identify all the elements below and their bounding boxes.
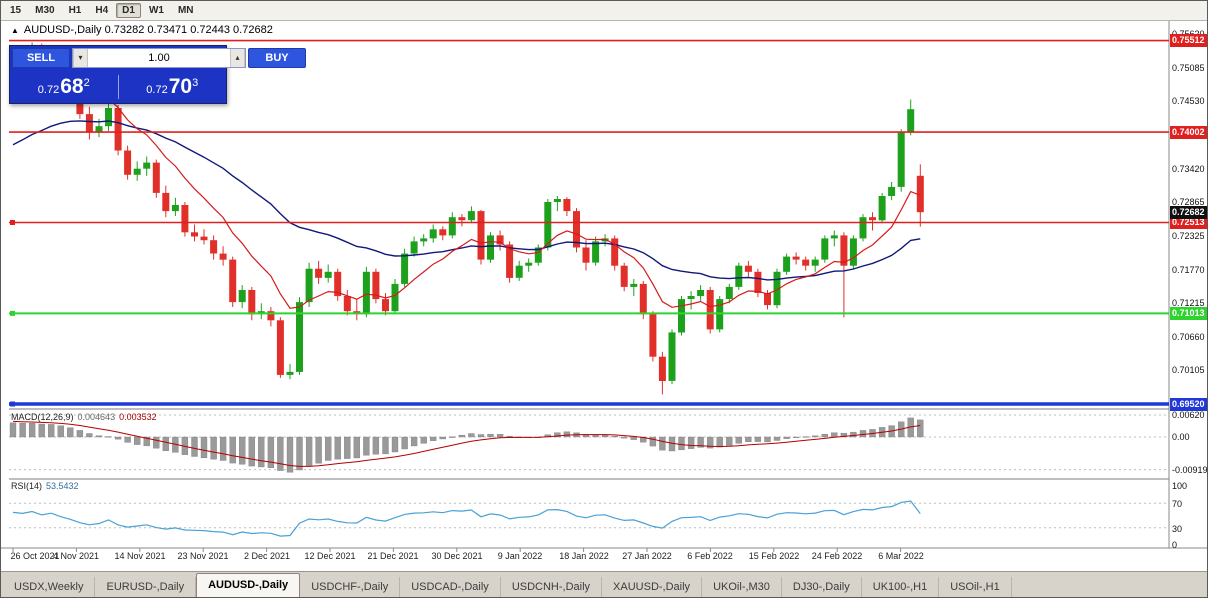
tab-usdchf-daily[interactable]: USDCHF-,Daily	[300, 577, 401, 597]
date-label: 14 Nov 2021	[114, 551, 166, 561]
one-click-panel-toggle-icon[interactable]: ▲	[11, 26, 19, 35]
tab-ukoil-m30[interactable]: UKOil-,M30	[702, 577, 782, 597]
current-price-badge: 0.72682	[1170, 205, 1207, 219]
rsi-scale-tick: 70	[1172, 499, 1183, 509]
volume-input[interactable]	[88, 49, 230, 67]
date-label: 30 Dec 2021	[431, 551, 483, 561]
macd-label: MACD(12,26,9) 0.004643 0.003532	[11, 412, 157, 422]
date-label: 12 Dec 2021	[304, 551, 356, 561]
buy-price-big: 70	[168, 74, 193, 98]
price-scale-tick: 0.72325	[1172, 230, 1205, 241]
tab-dj30-daily[interactable]: DJ30-,Daily	[782, 577, 862, 597]
buy-price[interactable]: 0.72703	[119, 75, 227, 99]
chart-tab-bar: USDX,Weekly EURUSD-,Daily AUDUSD-,Daily USD…	[1, 571, 1207, 597]
macd-scale-tick: -0.00919	[1172, 465, 1208, 475]
date-label: 6 Mar 2022	[878, 551, 924, 561]
price-line-badge: 0.74002	[1170, 125, 1207, 139]
buy-price-prefix: 0.72	[146, 83, 168, 96]
timeframe-button-d1[interactable]: D1	[116, 3, 141, 18]
volume-increase-button[interactable]: ▴	[230, 49, 245, 67]
rsi-label: RSI(14) 53.5432	[11, 481, 79, 491]
chevron-up-icon: ▴	[235, 53, 240, 62]
rsi-label-text: RSI(14)	[11, 481, 43, 491]
buy-price-sup: 3	[192, 76, 199, 89]
tab-usdcad-daily[interactable]: USDCAD-,Daily	[400, 577, 501, 597]
tab-uk100-h1[interactable]: UK100-,H1	[862, 577, 940, 597]
chevron-down-icon: ▾	[78, 53, 83, 62]
date-label: 24 Feb 2022	[811, 551, 863, 561]
date-label: 21 Dec 2021	[367, 551, 419, 561]
sell-price-big: 68	[60, 74, 84, 98]
macd-label-text: MACD(12,26,9)	[11, 412, 74, 422]
tab-eurusd-daily[interactable]: EURUSD-,Daily	[95, 577, 197, 597]
date-label: 23 Nov 2021	[177, 551, 229, 561]
sell-price[interactable]: 0.72682	[10, 75, 118, 99]
chart-header: ▲ AUDUSD-,Daily 0.73282 0.73471 0.72443 0…	[11, 24, 273, 36]
sell-price-sup: 2	[83, 76, 90, 89]
buy-button[interactable]: BUY	[248, 48, 306, 68]
one-click-trading-panel: SELL ▾ ▴ BUY 0.72682 0.72703	[9, 45, 306, 104]
chart-title-text: AUDUSD-,Daily 0.73282 0.73471 0.72443 0.…	[23, 24, 273, 36]
rsi-scale-tick: 100	[1172, 481, 1188, 491]
tab-audusd-daily[interactable]: AUDUSD-,Daily	[196, 573, 301, 597]
tab-usoil-h1[interactable]: USOil-,H1	[939, 577, 1012, 597]
date-label: 18 Jan 2022	[559, 551, 609, 561]
trade-panel-prices: 0.72682 0.72703	[10, 70, 226, 103]
tab-xauusd-daily[interactable]: XAUUSD-,Daily	[602, 577, 703, 597]
timeframe-toolbar: 15 M30 H1 H4 D1 W1 MN	[1, 1, 1207, 21]
macd-scale-tick: 0.00	[1172, 432, 1190, 442]
timeframe-button-m30[interactable]: M30	[29, 3, 60, 18]
timeframe-button-h1[interactable]: H1	[63, 3, 88, 18]
macd-signal-value: 0.003532	[119, 412, 157, 422]
date-label: 9 Jan 2022	[497, 551, 543, 561]
timeframe-button-h4[interactable]: H4	[89, 3, 114, 18]
timeframe-button-mn[interactable]: MN	[172, 3, 200, 18]
sell-price-prefix: 0.72	[37, 83, 60, 96]
price-line-badge: 0.69520	[1170, 397, 1207, 411]
price-line-badge: 0.75512	[1170, 34, 1207, 48]
price-scale-tick: 0.71770	[1172, 264, 1205, 275]
tab-usdx-weekly[interactable]: USDX,Weekly	[3, 577, 96, 597]
price-scale-tick: 0.75085	[1172, 62, 1205, 73]
timeframe-button-15[interactable]: 15	[4, 3, 27, 18]
tab-usdcnh-daily[interactable]: USDCNH-,Daily	[501, 577, 603, 597]
date-label: 27 Jan 2022	[622, 551, 672, 561]
price-line-badge: 0.72513	[1170, 216, 1207, 229]
date-label: 15 Feb 2022	[748, 551, 800, 561]
price-scale-tick: 0.71215	[1172, 298, 1205, 309]
volume-control: ▾ ▴	[72, 48, 246, 68]
macd-scale-tick: 0.00620	[1172, 410, 1205, 420]
rsi-scale-tick: 30	[1172, 524, 1183, 534]
price-line-badge: 0.71013	[1170, 306, 1207, 320]
date-label: 4 Nov 2021	[52, 551, 100, 561]
macd-value: 0.004643	[77, 412, 116, 422]
rsi-value: 53.5432	[46, 481, 79, 491]
price-scale-tick: 0.70105	[1172, 365, 1205, 376]
date-label: 6 Feb 2022	[687, 551, 733, 561]
price-divider	[117, 74, 119, 99]
timeframe-button-w1[interactable]: W1	[143, 3, 170, 18]
rsi-scale-tick: 0	[1172, 540, 1178, 550]
date-label: 26 Oct 2021	[10, 551, 60, 561]
price-scale-tick: 0.70660	[1172, 331, 1205, 342]
sell-button[interactable]: SELL	[12, 48, 70, 68]
volume-decrease-button[interactable]: ▾	[73, 49, 88, 67]
price-scale-tick: 0.72865	[1172, 197, 1205, 208]
trade-panel-controls: SELL ▾ ▴ BUY	[10, 46, 306, 70]
price-scale-tick: 0.75620	[1172, 29, 1205, 39]
price-scale-tick: 0.74530	[1172, 96, 1205, 107]
price-scale-tick: 0.73420	[1172, 163, 1205, 174]
date-label: 2 Dec 2021	[243, 551, 291, 561]
